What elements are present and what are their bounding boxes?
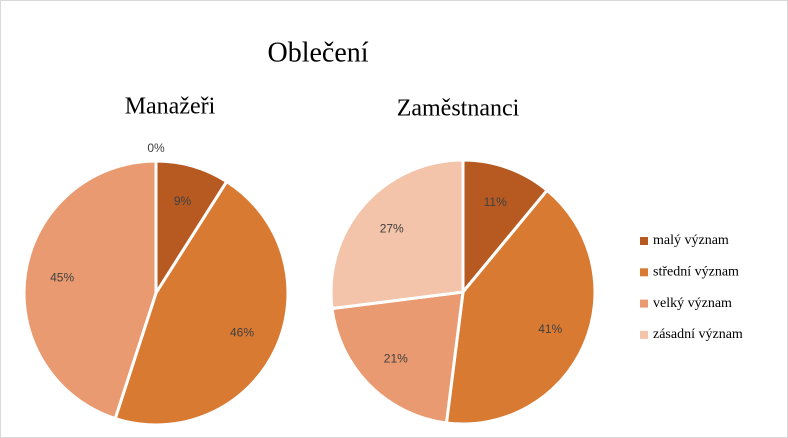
data-label: 0%: [147, 141, 165, 155]
pie-slice: [330, 290, 465, 425]
pie-slice: [113, 179, 290, 427]
legend-marker: [640, 330, 648, 339]
data-label: 46%: [230, 326, 254, 340]
legend-label: malý význam: [653, 233, 729, 248]
legend-marker: [640, 299, 648, 308]
pie-slice: [444, 188, 597, 426]
pie-slice: [22, 159, 158, 421]
pie-slice: [329, 158, 465, 311]
legend-marker: [640, 268, 648, 277]
data-label: 45%: [50, 270, 74, 284]
legend-label: velký význam: [653, 296, 732, 311]
pie-title: Zaměstnanci: [397, 96, 520, 122]
data-label: 21%: [384, 351, 408, 365]
legend-label: zásadní význam: [653, 327, 743, 342]
legend-marker: [640, 237, 648, 245]
chart-title: Oblečení: [267, 37, 368, 68]
legend-label: střední význam: [653, 265, 739, 280]
data-label: 9%: [174, 194, 192, 208]
data-label: 11%: [484, 195, 507, 209]
data-label: 41%: [538, 322, 562, 336]
pie-slice: [461, 158, 550, 297]
data-label: 27%: [380, 221, 404, 235]
pie-title: Manažeři: [125, 94, 216, 120]
